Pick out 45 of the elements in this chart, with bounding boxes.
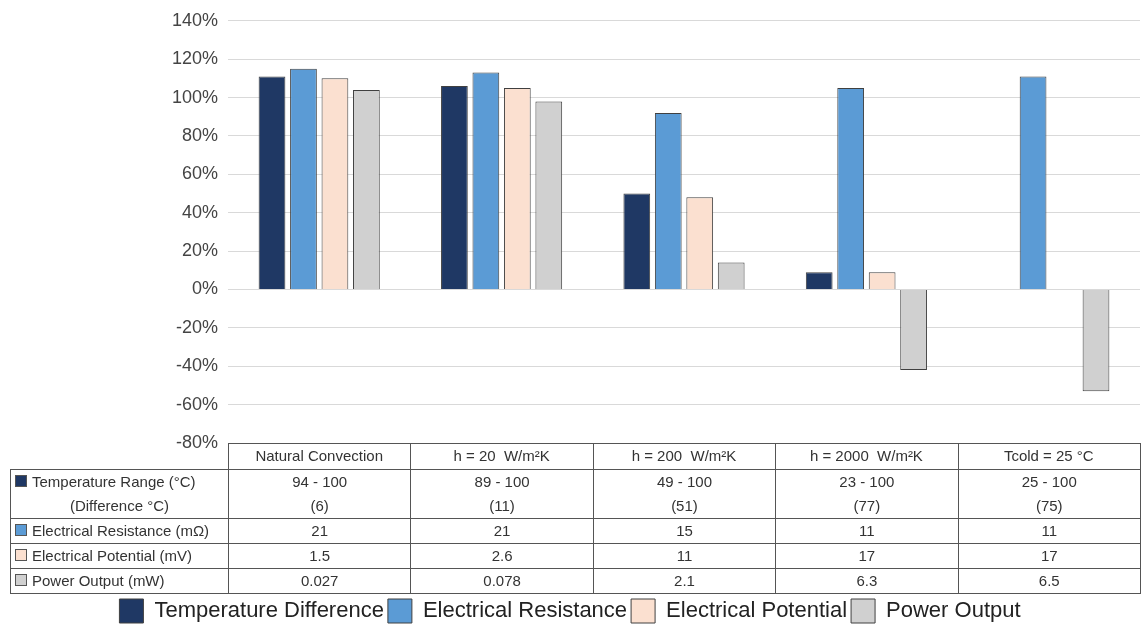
- x-tick-label: h = 200 W/m²K: [631, 447, 737, 465]
- x-tick-label: Natural Convection: [255, 447, 383, 465]
- y-tick-label: 140%: [171, 9, 218, 30]
- y-tick-label: -20%: [175, 316, 218, 337]
- category-label: Temperature Range (°C) (Difference °C): [32, 473, 196, 514]
- text: 6.5: [1038, 572, 1060, 589]
- text: 0.027: [300, 572, 339, 589]
- y-tick-label: 60%: [181, 163, 218, 184]
- y-tick-label: 40%: [181, 201, 218, 222]
- text: 25 - 100 (75): [1021, 473, 1077, 514]
- text: 23 - 100 (77): [839, 473, 895, 514]
- text: 49 - 100 (51): [656, 473, 712, 514]
- legend-label: Temperature Difference: [154, 597, 384, 623]
- text: 6.3: [856, 572, 878, 589]
- y-tick-label: 80%: [181, 124, 218, 145]
- text: 21: [493, 522, 511, 539]
- category-label: Electrical Resistance (mΩ): [32, 522, 210, 539]
- category-label: Electrical Potential (mV): [32, 547, 193, 564]
- text: 89 - 100 (11): [474, 473, 530, 514]
- text: 11: [859, 522, 875, 539]
- text: 17: [858, 547, 876, 564]
- y-tick-label: 100%: [171, 86, 218, 107]
- text: 21: [311, 522, 329, 539]
- text: 11: [676, 547, 693, 564]
- category-label: Power Output (mW): [32, 572, 165, 589]
- y-tick-label: -80%: [175, 431, 218, 452]
- text: 2.1: [674, 572, 695, 589]
- y-tick-label: 120%: [171, 48, 218, 69]
- text: 94 - 100 (6): [292, 473, 348, 514]
- text: 0.078: [483, 572, 521, 589]
- text: 2.6: [491, 547, 513, 564]
- y-tick-label: 20%: [181, 240, 218, 261]
- x-tick-label: Tcold = 25 °C: [1003, 447, 1094, 465]
- text: 11: [1041, 522, 1058, 539]
- text: 1.5: [309, 547, 331, 564]
- y-tick-label: -40%: [175, 355, 218, 376]
- y-tick-label: 0%: [191, 278, 218, 299]
- x-tick-label: h = 20 W/m²K: [453, 447, 550, 465]
- legend-label: Electrical Potential: [666, 597, 848, 623]
- x-tick-label: h = 2000 W/m²K: [809, 447, 923, 465]
- legend-label: Electrical Resistance: [422, 597, 628, 623]
- text: 15: [676, 522, 693, 539]
- legend-label: Power Output: [886, 597, 1021, 623]
- text: 17: [1040, 547, 1058, 564]
- y-tick-label: -60%: [175, 393, 218, 414]
